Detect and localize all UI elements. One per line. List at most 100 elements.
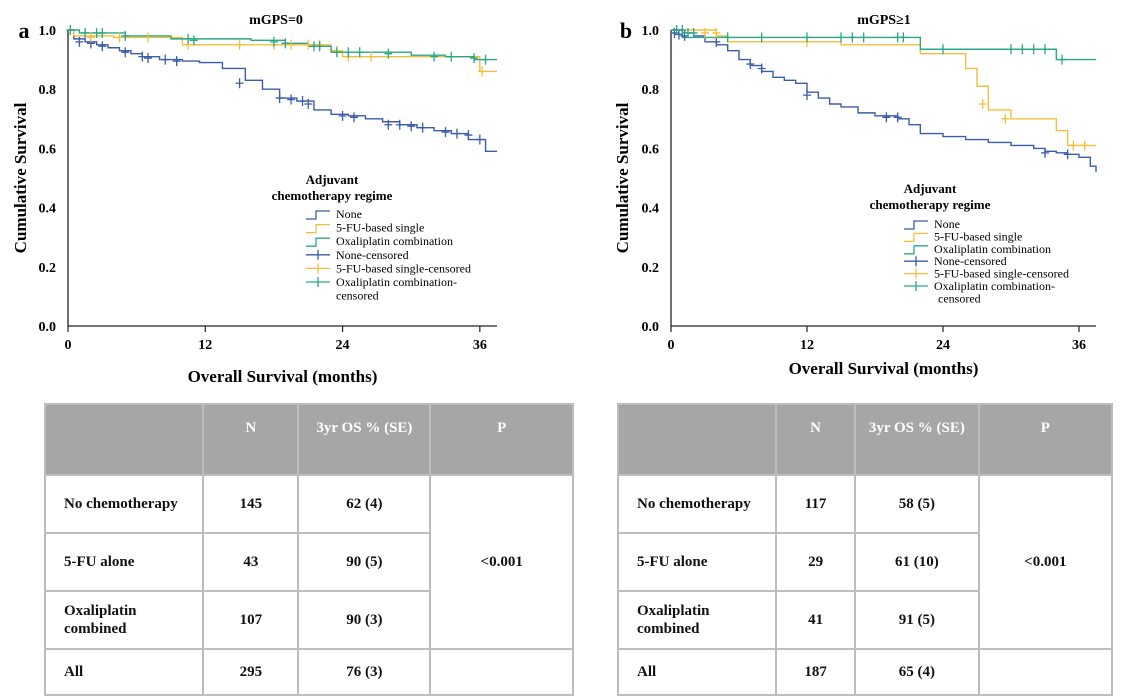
table-row: Oxaliplatin combined 107 90 (3): [43, 590, 573, 650]
table-row: 5-FU alone 29 61 (10): [616, 532, 1112, 592]
legend-swatch: [904, 220, 928, 230]
row-label-no-chemotherapy: No chemotherapy: [616, 474, 778, 534]
censor-mark: [1063, 149, 1072, 160]
chart-title: mGPS≥1: [857, 13, 911, 28]
censor-mark: [882, 112, 891, 123]
header-3yr-os: 3yr OS % (SE): [854, 403, 980, 476]
row-os: 58 (5): [854, 474, 980, 534]
censor-mark: [189, 35, 198, 46]
legend-swatch: [904, 268, 928, 279]
censor-mark: [338, 110, 347, 121]
y-tick-label: 0.0: [39, 320, 57, 335]
table-row: No chemotherapy 145 62 (4) <0.001: [43, 474, 574, 650]
legend-entry: 5-FU-based single: [336, 221, 424, 235]
censor-mark: [803, 32, 811, 43]
table-header-row: N 3yr OS % (SE) P: [616, 403, 1114, 476]
censor-mark: [723, 32, 732, 43]
censor-mark: [75, 36, 84, 47]
legend-swatch: [306, 210, 330, 220]
x-tick-label: 12: [800, 338, 814, 353]
censor-mark: [712, 27, 721, 38]
row-n: 107: [202, 590, 300, 650]
censor-mark: [470, 53, 479, 64]
censor-mark: [98, 41, 107, 52]
censor-mark: [367, 51, 376, 62]
row-n: 295: [202, 648, 300, 696]
table-row: Oxaliplatin combined 41 91 (5): [616, 590, 1112, 650]
y-tick-label: 1.0: [39, 24, 57, 39]
legend-entry: 5-FU-based single: [934, 229, 1022, 243]
censor-mark: [121, 47, 130, 58]
censor-mark: [86, 32, 95, 43]
row-n: 187: [775, 648, 857, 696]
row-label-oxaliplatin-combined: Oxaliplatin combined: [616, 590, 778, 650]
row-os: 61 (10): [854, 532, 980, 592]
legend-entry: Oxaliplatin combination-: [934, 279, 1055, 293]
censor-mark: [269, 36, 278, 47]
censor-mark: [464, 130, 473, 141]
survival-table-b: N 3yr OS % (SE) P No chemotherapy 117 58…: [616, 403, 1114, 696]
censor-mark: [235, 39, 244, 50]
legend-entry: None-censored: [336, 248, 409, 262]
header-n: N: [202, 403, 300, 476]
legend-title: Adjuvant: [306, 172, 359, 187]
row-label-all: All: [616, 648, 778, 696]
censor-mark: [689, 27, 698, 38]
legend-title: chemotherapy regime: [870, 197, 991, 212]
row-label-all: All: [43, 648, 205, 696]
censor-mark: [144, 53, 153, 64]
censor-mark: [287, 39, 296, 50]
censor-mark: [344, 47, 353, 58]
legend-swatch: [306, 237, 330, 247]
censor-mark: [355, 47, 364, 58]
censor-mark: [441, 127, 450, 138]
censor-mark: [1069, 140, 1078, 151]
legend-entry: 5-FU-based single-censored: [336, 261, 471, 275]
header-p: P: [977, 403, 1114, 476]
censor-mark: [701, 27, 709, 38]
censor-mark: [757, 63, 766, 74]
censor-mark: [115, 32, 124, 43]
y-axis-label: Cumulative Survival: [11, 102, 30, 253]
x-axis-label: Overall Survival (months): [188, 367, 378, 386]
table-row: All 295 76 (3): [43, 648, 574, 696]
row-label-5fu-alone: 5-FU alone: [616, 532, 778, 592]
legend-entry: 5-FU-based single-censored: [934, 267, 1069, 281]
censor-mark: [746, 59, 755, 70]
censor-mark: [848, 32, 857, 43]
legend-swatch: [306, 263, 330, 274]
censor-mark: [304, 99, 313, 109]
censor-mark: [298, 96, 307, 107]
legend-title: chemotherapy regime: [272, 188, 393, 203]
header-empty-cell: [616, 403, 778, 476]
row-n: 43: [202, 532, 300, 592]
table-row: 5-FU alone 43 90 (5): [43, 532, 573, 592]
row-label-no-chemotherapy: No chemotherapy: [43, 474, 205, 534]
y-tick-label: 0.8: [642, 83, 660, 98]
censor-mark: [447, 51, 456, 62]
censor-mark: [475, 134, 484, 145]
censor-mark: [1041, 44, 1049, 55]
y-tick-label: 0.6: [39, 142, 57, 157]
censor-mark: [1058, 54, 1066, 65]
row-os: 76 (3): [297, 648, 432, 696]
panel-b: b mGPS≥1 0.0 0.2 0.4 0.6 0.8 1.0 0 12 24 36 Overall …: [613, 13, 1097, 378]
legend-entry: Oxaliplatin combination-: [336, 275, 457, 289]
censor-mark: [161, 54, 170, 65]
censor-mark: [66, 25, 75, 35]
header-n: N: [775, 403, 857, 476]
censor-mark: [235, 78, 244, 89]
censor-mark: [184, 33, 193, 44]
y-tick-label: 1.0: [642, 24, 660, 39]
censor-mark: [899, 32, 908, 43]
censor-mark: [81, 27, 90, 38]
censor-mark: [803, 90, 811, 101]
x-tick-label: 24: [936, 338, 950, 353]
legend-entry: censored: [336, 289, 379, 303]
censor-mark: [1080, 140, 1089, 151]
x-tick-label: 12: [198, 338, 212, 353]
censor-mark: [478, 66, 487, 77]
censor-mark: [315, 41, 324, 52]
censor-mark: [712, 36, 721, 47]
